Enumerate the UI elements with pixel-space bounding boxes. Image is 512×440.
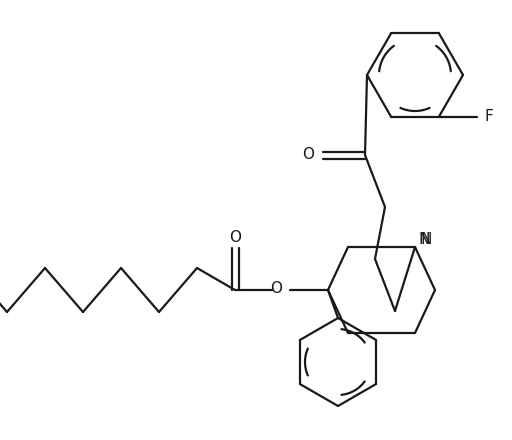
Text: O: O <box>229 230 241 245</box>
Text: N: N <box>418 231 430 246</box>
Text: F: F <box>485 109 494 124</box>
Text: N: N <box>420 231 432 246</box>
Text: O: O <box>270 281 282 296</box>
Text: O: O <box>302 147 314 161</box>
